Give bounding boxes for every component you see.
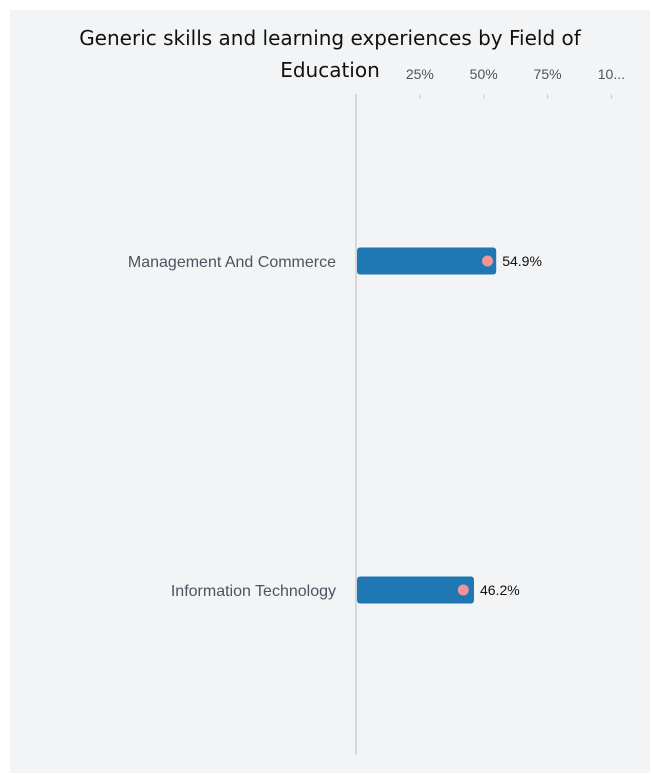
bar[interactable]	[357, 248, 496, 275]
category-label: Information Technology	[171, 583, 336, 600]
marker-point	[458, 585, 469, 596]
x-tick-label: 75%	[534, 66, 562, 82]
x-tick-label: 10...	[598, 66, 625, 82]
category-label: Management And Commerce	[128, 254, 336, 271]
bar[interactable]	[357, 577, 474, 604]
x-tick-label: 50%	[470, 66, 498, 82]
marker-point	[482, 256, 493, 267]
x-tick-label: 25%	[406, 66, 434, 82]
bars: Management And Commerce 54.9% Information …	[128, 248, 542, 604]
chart-plot: 25% 50% 75% 10... Management And Commerce 54…	[10, 10, 650, 773]
data-label: 46.2%	[480, 582, 520, 598]
x-axis-ticks: 25% 50% 75% 10...	[406, 66, 625, 99]
chart-panel: Generic skills and learning experiences …	[10, 10, 650, 773]
data-label: 54.9%	[502, 253, 542, 269]
